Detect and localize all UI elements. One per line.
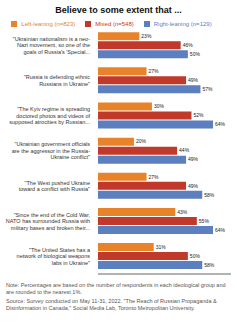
svg-text:57%: 57% xyxy=(202,86,213,92)
svg-text:64%: 64% xyxy=(215,227,226,233)
svg-text:43%: 43% xyxy=(177,209,188,215)
svg-text:55%: 55% xyxy=(199,218,210,224)
svg-text:30%: 30% xyxy=(154,103,165,109)
svg-text:64%: 64% xyxy=(215,121,226,127)
html-text:Source: Survey conducted on Ma: Source: Survey conducted on May 11-31, 2… xyxy=(6,298,217,311)
svg-text:49%: 49% xyxy=(188,77,199,83)
svg-text:23%: 23% xyxy=(141,33,152,39)
svg-text:27%: 27% xyxy=(149,174,160,180)
svg-text:"The Kyiv regime is spreadingd: "The Kyiv regime is spreadingdoctored ph… xyxy=(9,106,90,125)
svg-text:31%: 31% xyxy=(156,244,167,250)
html-text:Left-leaning (n=823): Left-leaning (n=823) xyxy=(21,21,76,27)
svg-text:"Ukrainian nationalism is a ne: "Ukrainian nationalism is a neo-Nazi mov… xyxy=(13,36,91,55)
svg-text:44%: 44% xyxy=(179,147,190,153)
svg-text:27%: 27% xyxy=(149,68,160,74)
svg-text:"The West pushed Ukrainetoward: "The West pushed Ukrainetoward a conflic… xyxy=(19,180,90,193)
svg-text:49%: 49% xyxy=(188,156,199,162)
html-text:Right-leaning (n=129): Right-leaning (n=129) xyxy=(153,21,212,27)
html-text:Mixed (n=548): Mixed (n=548) xyxy=(95,21,134,27)
svg-text:"Ukrainian government official: "Ukrainian government officialsare the a… xyxy=(12,141,91,160)
svg-text:50%: 50% xyxy=(190,253,201,259)
svg-text:58%: 58% xyxy=(204,192,215,198)
svg-text:"Since the end of the Cold War: "Since the end of the Cold War,NATO has … xyxy=(8,212,90,231)
svg-text:46%: 46% xyxy=(183,42,194,48)
svg-text:58%: 58% xyxy=(204,262,215,268)
svg-text:20%: 20% xyxy=(136,138,147,144)
html-text:Note: Percentages are based on: Note: Percentages are based on the numbe… xyxy=(6,282,226,295)
html-text:Believe to some extent that ..: Believe to some extent that ... xyxy=(55,5,182,15)
svg-text:50%: 50% xyxy=(190,51,201,57)
svg-text:52%: 52% xyxy=(193,112,204,118)
svg-text:"The United States has anetwor: "The United States has anetwork of biolo… xyxy=(17,247,91,266)
svg-text:"Russia is defending ethnicRus: "Russia is defending ethnicRussians in U… xyxy=(24,74,90,87)
svg-text:49%: 49% xyxy=(188,183,199,189)
